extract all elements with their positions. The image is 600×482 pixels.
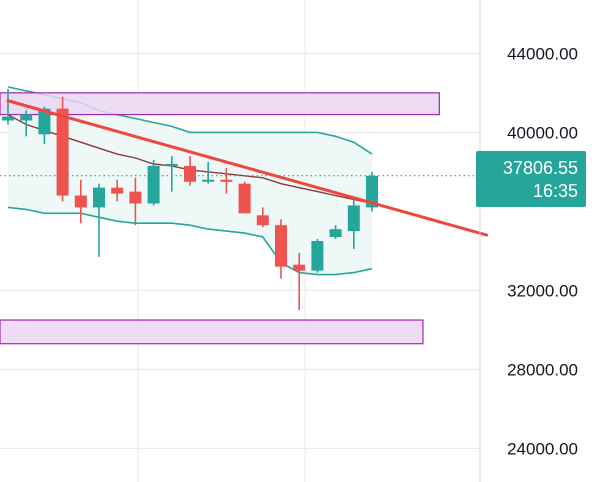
price-axis[interactable]: 44000.00 40000.00 32000.00 28000.00 24000.00 <box>479 0 578 482</box>
bollinger-lower-line <box>7 206 373 276</box>
candle-body <box>220 179 233 182</box>
candle-body <box>111 187 124 194</box>
candle <box>275 219 287 279</box>
trendline <box>6 99 489 237</box>
candle-body <box>147 165 160 204</box>
price-tick-label: 28000.00 <box>507 360 578 379</box>
candle-body <box>129 191 142 204</box>
last-price-marker: 37806.55 16:35 <box>476 151 586 207</box>
candle-body <box>93 187 105 208</box>
last-price-label: 37806.55 <box>503 158 578 178</box>
candle <box>293 252 306 311</box>
candle <box>347 197 360 249</box>
candle-body <box>2 116 14 121</box>
candle-body <box>20 114 33 121</box>
candle <box>366 171 378 212</box>
candle-body <box>329 229 342 238</box>
candle-body <box>238 183 251 214</box>
candle <box>202 161 215 184</box>
candle-body <box>38 108 51 135</box>
countdown-label: 16:35 <box>533 181 578 201</box>
candle <box>20 110 33 137</box>
candle <box>165 156 178 192</box>
price-tick-label: 40000.00 <box>507 123 578 142</box>
candle <box>311 239 324 273</box>
candle <box>93 183 105 257</box>
candle-body <box>184 165 196 182</box>
last-price-box <box>476 151 586 207</box>
candle-body <box>165 163 178 166</box>
candle <box>220 167 233 194</box>
candle-body <box>56 108 69 196</box>
candle <box>129 177 142 226</box>
candle-body <box>202 179 215 182</box>
candle-body <box>275 225 287 267</box>
grid-lines <box>0 0 480 482</box>
candle-body <box>293 264 306 271</box>
candle <box>74 179 87 224</box>
zones <box>0 92 440 345</box>
price-tick-label: 24000.00 <box>507 439 578 458</box>
candle <box>256 207 269 228</box>
support-zone <box>0 319 424 345</box>
resistance-zone <box>0 92 440 116</box>
candles <box>2 88 378 311</box>
trendline-layer <box>0 99 489 237</box>
candle-body <box>366 175 378 208</box>
candle-body <box>347 205 360 232</box>
candle-body <box>311 241 324 271</box>
candle-body <box>74 195 87 208</box>
candle <box>329 225 342 240</box>
candle <box>2 88 14 125</box>
candle <box>184 156 196 186</box>
candle <box>111 179 124 202</box>
price-tick-label: 44000.00 <box>507 44 578 63</box>
candle <box>238 181 251 214</box>
candle <box>38 106 51 145</box>
candle <box>147 160 160 206</box>
price-tick-label: 32000.00 <box>507 281 578 300</box>
candle-body <box>256 215 269 226</box>
candle <box>56 96 69 202</box>
